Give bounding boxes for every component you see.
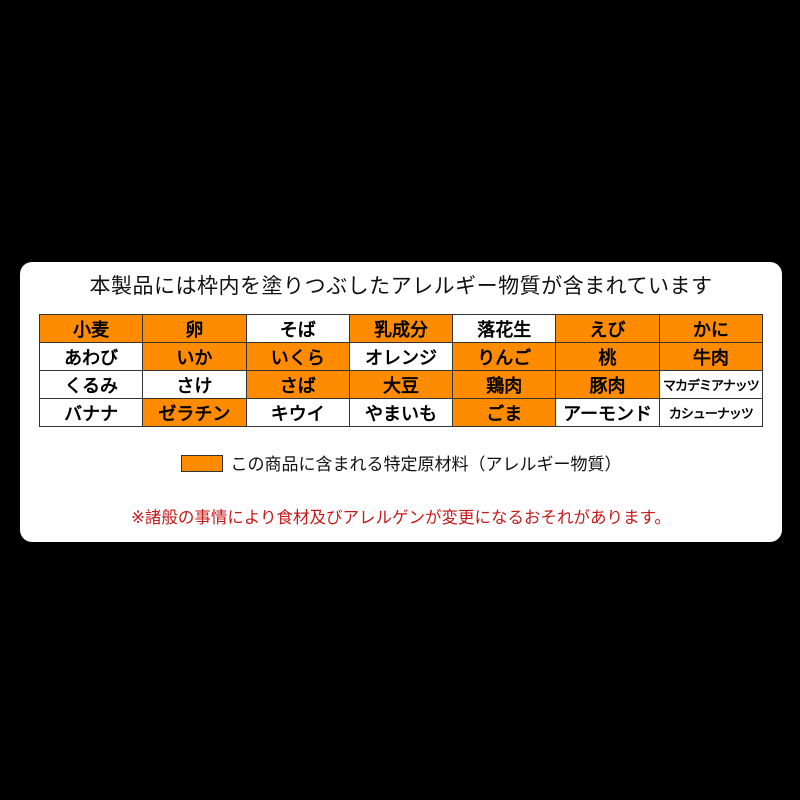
allergen-cell: 桃 bbox=[555, 342, 660, 371]
allergen-cell: えび bbox=[555, 314, 660, 343]
allergen-card: 本製品には枠内を塗りつぶしたアレルギー物質が含まれています 小麦卵そば 乳成分 落花… bbox=[20, 262, 782, 542]
allergen-cell: いくら bbox=[245, 342, 350, 371]
allergen-cell: オレンジ bbox=[348, 342, 454, 371]
allergen-cell: ごま bbox=[452, 398, 557, 427]
allergen-cell: 大豆 bbox=[348, 370, 454, 399]
table-row: 小麦卵そば 乳成分 落花生 えび かに bbox=[38, 314, 764, 343]
disclaimer-note: ※諸般の事情により食材及びアレルゲンが変更になるおそれがあります。 bbox=[131, 508, 671, 527]
allergen-cell: やまいも bbox=[348, 398, 454, 427]
legend-text: この商品に含まれる特定原材料（アレルギー物質） bbox=[230, 455, 622, 475]
allergen-cell: いか bbox=[142, 342, 247, 371]
allergen-cell: マカデミアナッツ bbox=[658, 370, 764, 399]
allergen-cell: くるみ bbox=[38, 370, 144, 399]
legend-swatch bbox=[180, 455, 223, 472]
allergen-cell: 小麦 bbox=[38, 314, 144, 343]
allergen-cell: 卵 bbox=[142, 314, 247, 343]
allergen-cell: 乳成分 bbox=[348, 314, 454, 343]
table-row: くるみ さけ さば 大豆 鶏肉 豚肉 マカデミアナッツ bbox=[38, 370, 764, 399]
allergen-cell: 豚肉 bbox=[555, 370, 660, 399]
allergen-cell: 牛肉 bbox=[658, 342, 764, 371]
allergen-cell: 落花生 bbox=[452, 314, 557, 343]
allergen-title: 本製品には枠内を塗りつぶしたアレルギー物質が含まれています bbox=[89, 274, 713, 298]
allergen-cell: カシューナッツ bbox=[658, 398, 764, 427]
allergen-cell: りんご bbox=[452, 342, 557, 371]
allergen-cell: あわび bbox=[38, 342, 144, 371]
allergen-cell: ゼラチン bbox=[142, 398, 247, 427]
allergen-cell: キウイ bbox=[245, 398, 350, 427]
legend: この商品に含まれる特定原材料（アレルギー物質） bbox=[20, 450, 782, 475]
table-row: バナナ ゼラチン キウイ やまいも ごま アーモンド カシューナッツ bbox=[38, 398, 764, 427]
allergen-cell: かに bbox=[658, 314, 764, 343]
allergen-cell: 鶏肉 bbox=[452, 370, 557, 399]
allergen-cell: バナナ bbox=[38, 398, 144, 427]
allergen-cell: そば bbox=[245, 314, 350, 343]
allergen-cell: アーモンド bbox=[555, 398, 660, 427]
allergen-cell: さば bbox=[245, 370, 350, 399]
allergen-cell: さけ bbox=[142, 370, 247, 399]
table-row: あわび いか いくら オレンジ りんご桃牛肉 bbox=[38, 342, 764, 371]
allergen-table: 小麦卵そば 乳成分 落花生 えび かに あわび いか いくら オレンジ りんご桃牛肉 くるみ さけ さば… bbox=[38, 314, 764, 427]
